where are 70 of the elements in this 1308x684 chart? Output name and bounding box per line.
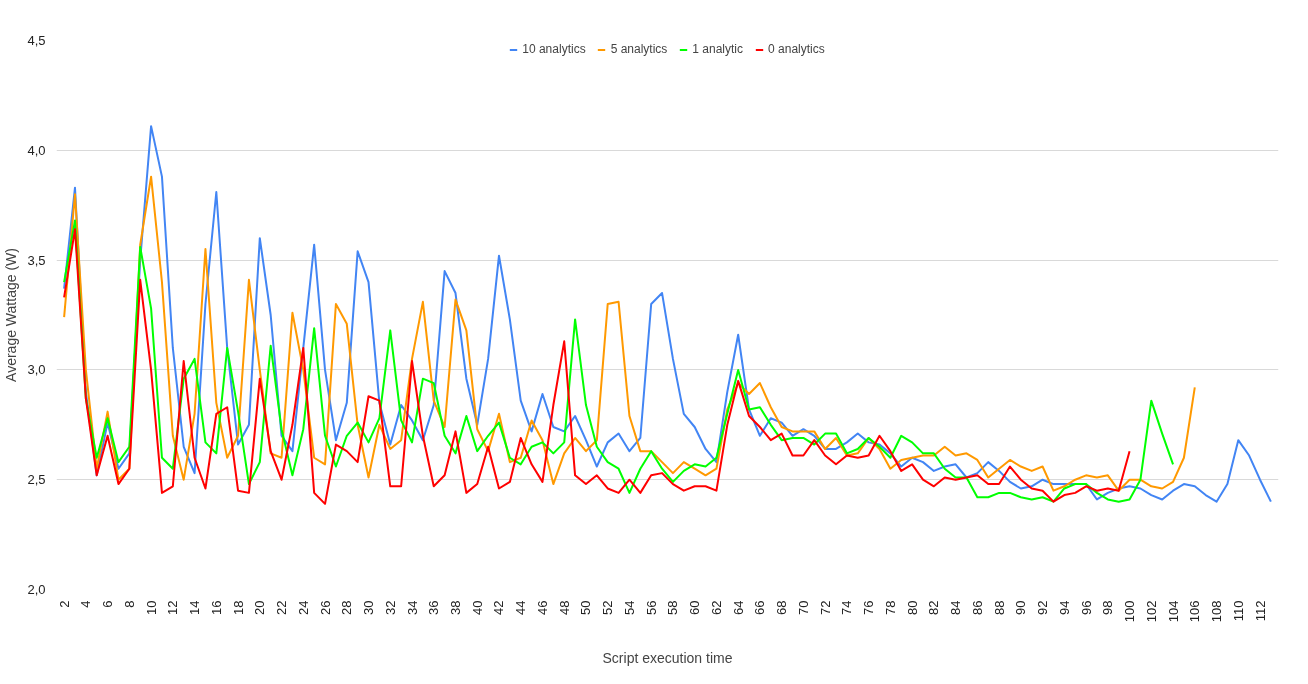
y-tick-label: 2,5 [27, 472, 46, 488]
x-tick-label: 60 [687, 600, 703, 615]
x-tick-label: 84 [948, 600, 964, 615]
x-tick-label: 90 [1013, 600, 1029, 615]
x-tick-label: 32 [382, 600, 398, 615]
x-tick-label: 58 [665, 600, 681, 615]
x-tick-label: 56 [643, 600, 659, 615]
x-tick-label: 64 [730, 600, 746, 615]
x-axis-title: Script execution time [602, 650, 733, 667]
x-tick-label: 14 [187, 600, 203, 615]
x-tick-label: 108 [1209, 600, 1225, 623]
x-tick-label: 106 [1187, 600, 1203, 623]
x-tick-label: 44 [513, 600, 529, 615]
legend-label: 10 analytics [522, 42, 586, 56]
y-tick-label: 3,0 [27, 362, 46, 378]
y-tick-label: 3,5 [27, 252, 46, 268]
x-tick-label: 104 [1165, 600, 1181, 623]
x-tick-label: 4 [78, 600, 94, 608]
x-tick-label: 80 [904, 600, 920, 615]
legend-label: 5 analytics [610, 42, 668, 56]
x-tick-label: 72 [817, 600, 833, 615]
x-tick-label: 16 [208, 600, 224, 615]
x-tick-label: 48 [556, 600, 572, 615]
x-tick-label: 94 [1056, 600, 1072, 615]
x-tick-label: 74 [839, 600, 855, 615]
line-series [63, 175, 1196, 492]
x-tick-label: 70 [795, 600, 811, 615]
x-tick-label: 2 [56, 600, 72, 608]
x-tick-label: 8 [121, 600, 137, 608]
x-tick-label: 112 [1252, 600, 1268, 622]
x-tick-label: 66 [752, 600, 768, 615]
x-tick-label: 40 [469, 600, 485, 615]
x-tick-label: 24 [295, 600, 311, 615]
x-tick-label: 92 [1035, 600, 1051, 615]
x-tick-label: 82 [926, 600, 942, 615]
x-tick-label: 42 [491, 600, 507, 615]
x-tick-label: 76 [861, 600, 877, 615]
x-tick-label: 110 [1230, 600, 1246, 622]
x-tick-label: 12 [165, 600, 181, 615]
x-tick-label: 100 [1122, 600, 1138, 623]
x-tick-label: 20 [252, 600, 268, 615]
x-tick-label: 22 [274, 600, 290, 615]
x-tick-label: 26 [317, 600, 333, 615]
x-tick-label: 88 [991, 600, 1007, 615]
x-tick-label: 98 [1100, 600, 1116, 615]
x-tick-label: 50 [578, 600, 594, 615]
x-tick-label: 86 [969, 600, 985, 615]
x-tick-label: 102 [1143, 600, 1159, 623]
x-tick-label: 10 [143, 600, 159, 615]
x-tick-label: 96 [1078, 600, 1094, 615]
legend-label: 1 analytic [692, 42, 744, 56]
x-tick-label: 6 [100, 600, 116, 608]
x-tick-label: 68 [774, 600, 790, 615]
y-tick-label: 4,0 [27, 142, 46, 158]
x-tick-label: 52 [600, 600, 616, 615]
x-tick-label: 78 [882, 600, 898, 615]
x-tick-label: 36 [426, 600, 442, 615]
y-axis-title: Average Wattage (W) [3, 248, 20, 382]
x-tick-label: 62 [708, 600, 724, 615]
x-tick-label: 18 [230, 600, 246, 615]
y-tick-label: 2,0 [27, 582, 46, 597]
x-tick-label: 30 [361, 600, 377, 615]
x-tick-label: 34 [404, 600, 420, 615]
y-tick-label: 4,5 [27, 33, 46, 48]
x-tick-label: 54 [621, 600, 637, 615]
line-series [63, 125, 1272, 503]
x-tick-label: 28 [339, 600, 355, 615]
x-tick-label: 46 [534, 600, 550, 615]
legend-label: 0 analytics [768, 42, 825, 56]
x-tick-label: 38 [448, 600, 463, 615]
